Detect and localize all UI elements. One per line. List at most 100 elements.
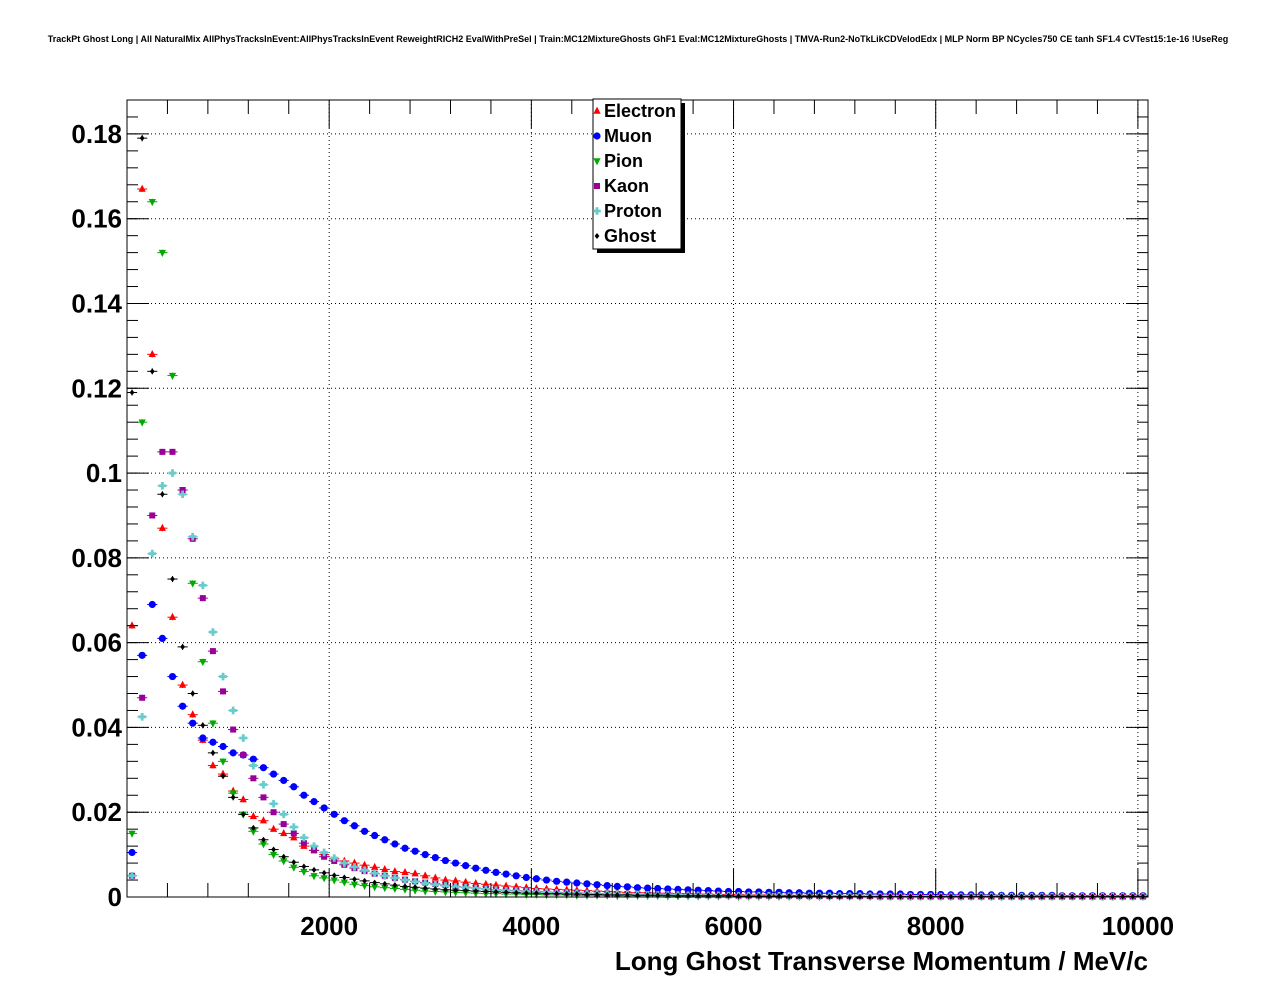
data-point [229,749,237,757]
data-point [139,135,145,142]
data-point [340,817,348,825]
data-point [280,776,288,785]
data-point [189,580,197,588]
data-point [249,828,257,836]
data-point [451,876,460,884]
data-point [381,865,389,873]
data-point [624,891,630,898]
data-point [360,866,369,875]
data-point [148,600,156,609]
data-point [259,780,268,789]
x-axis-title: Long Ghost Transverse Momentum / MeV/c [615,946,1148,976]
data-point [372,879,378,886]
data-point [664,885,672,893]
data-point [350,822,359,830]
data-point [503,889,509,896]
data-point [321,869,327,876]
data-point [614,891,620,898]
data-point [362,877,367,884]
legend-label-kaon: Kaon [604,176,649,196]
data-point [623,883,631,891]
legend-marker-pion [593,158,601,166]
data-point [310,873,318,881]
data-point [199,581,207,590]
data-point [776,893,782,900]
y-tick-label: 0.18 [71,119,122,149]
data-point [331,872,337,879]
data-point [391,885,399,893]
data-point [360,882,369,890]
data-point [158,481,167,490]
data-point [128,848,136,857]
data-point [230,726,237,733]
data-point [301,863,307,870]
data-point [441,882,450,890]
data-point [493,888,499,895]
legend-marker-ghost [594,233,600,239]
data-point [249,761,258,770]
data-point [350,858,359,866]
data-point [179,487,186,494]
data-point [330,810,338,818]
data-point [523,890,529,897]
data-point [401,844,409,852]
data-point [149,512,156,519]
data-point [139,694,146,701]
data-point [584,891,590,898]
data-point [158,523,166,531]
data-point [340,859,349,867]
data-point [200,722,206,729]
data-point [280,821,287,828]
y-tick-label: 0.14 [71,288,122,318]
y-tick-label: 0.06 [71,628,122,658]
data-point [158,249,166,258]
data-point [138,419,146,427]
data-point [604,891,610,898]
data-point [250,824,256,831]
data-point [766,893,772,900]
data-point [421,879,430,888]
legend-label-ghost: Ghost [604,226,656,246]
x-tick-label: 2000 [300,911,358,941]
data-point [746,893,752,900]
data-point [330,854,339,862]
data-point [149,368,155,375]
data-point [462,877,470,885]
chart-title: TrackPt Ghost Long | All NaturalMix AllP… [48,34,1228,44]
x-tick-label: 4000 [502,911,560,941]
data-point [603,881,611,890]
data-point [401,886,409,894]
data-point [189,710,197,718]
data-point [129,389,135,396]
data-point [451,859,460,867]
data-point [230,794,236,801]
data-point [269,799,278,808]
data-point [432,885,438,892]
data-point [259,841,268,849]
data-point [180,643,185,650]
data-point [411,847,419,855]
data-point [280,829,288,837]
data-point [371,884,379,892]
data-point [170,576,175,583]
y-tick-label: 0.12 [71,373,122,403]
data-point [249,755,257,763]
x-tick-label: 8000 [907,911,965,941]
data-point [269,824,278,832]
data-point [281,853,287,860]
y-tick-label: 0.16 [71,204,122,234]
data-point [371,862,379,871]
data-point [219,672,227,681]
legend-label-electron: Electron [604,101,676,121]
legend-label-pion: Pion [604,151,643,171]
data-point [756,893,762,900]
legend-label-proton: Proton [604,201,662,221]
data-point [472,879,480,887]
data-point [188,532,197,541]
data-point [220,688,227,695]
data-point [290,833,298,841]
data-point [310,798,318,806]
data-point [532,875,541,883]
data-point [128,830,136,838]
data-point [330,877,338,885]
